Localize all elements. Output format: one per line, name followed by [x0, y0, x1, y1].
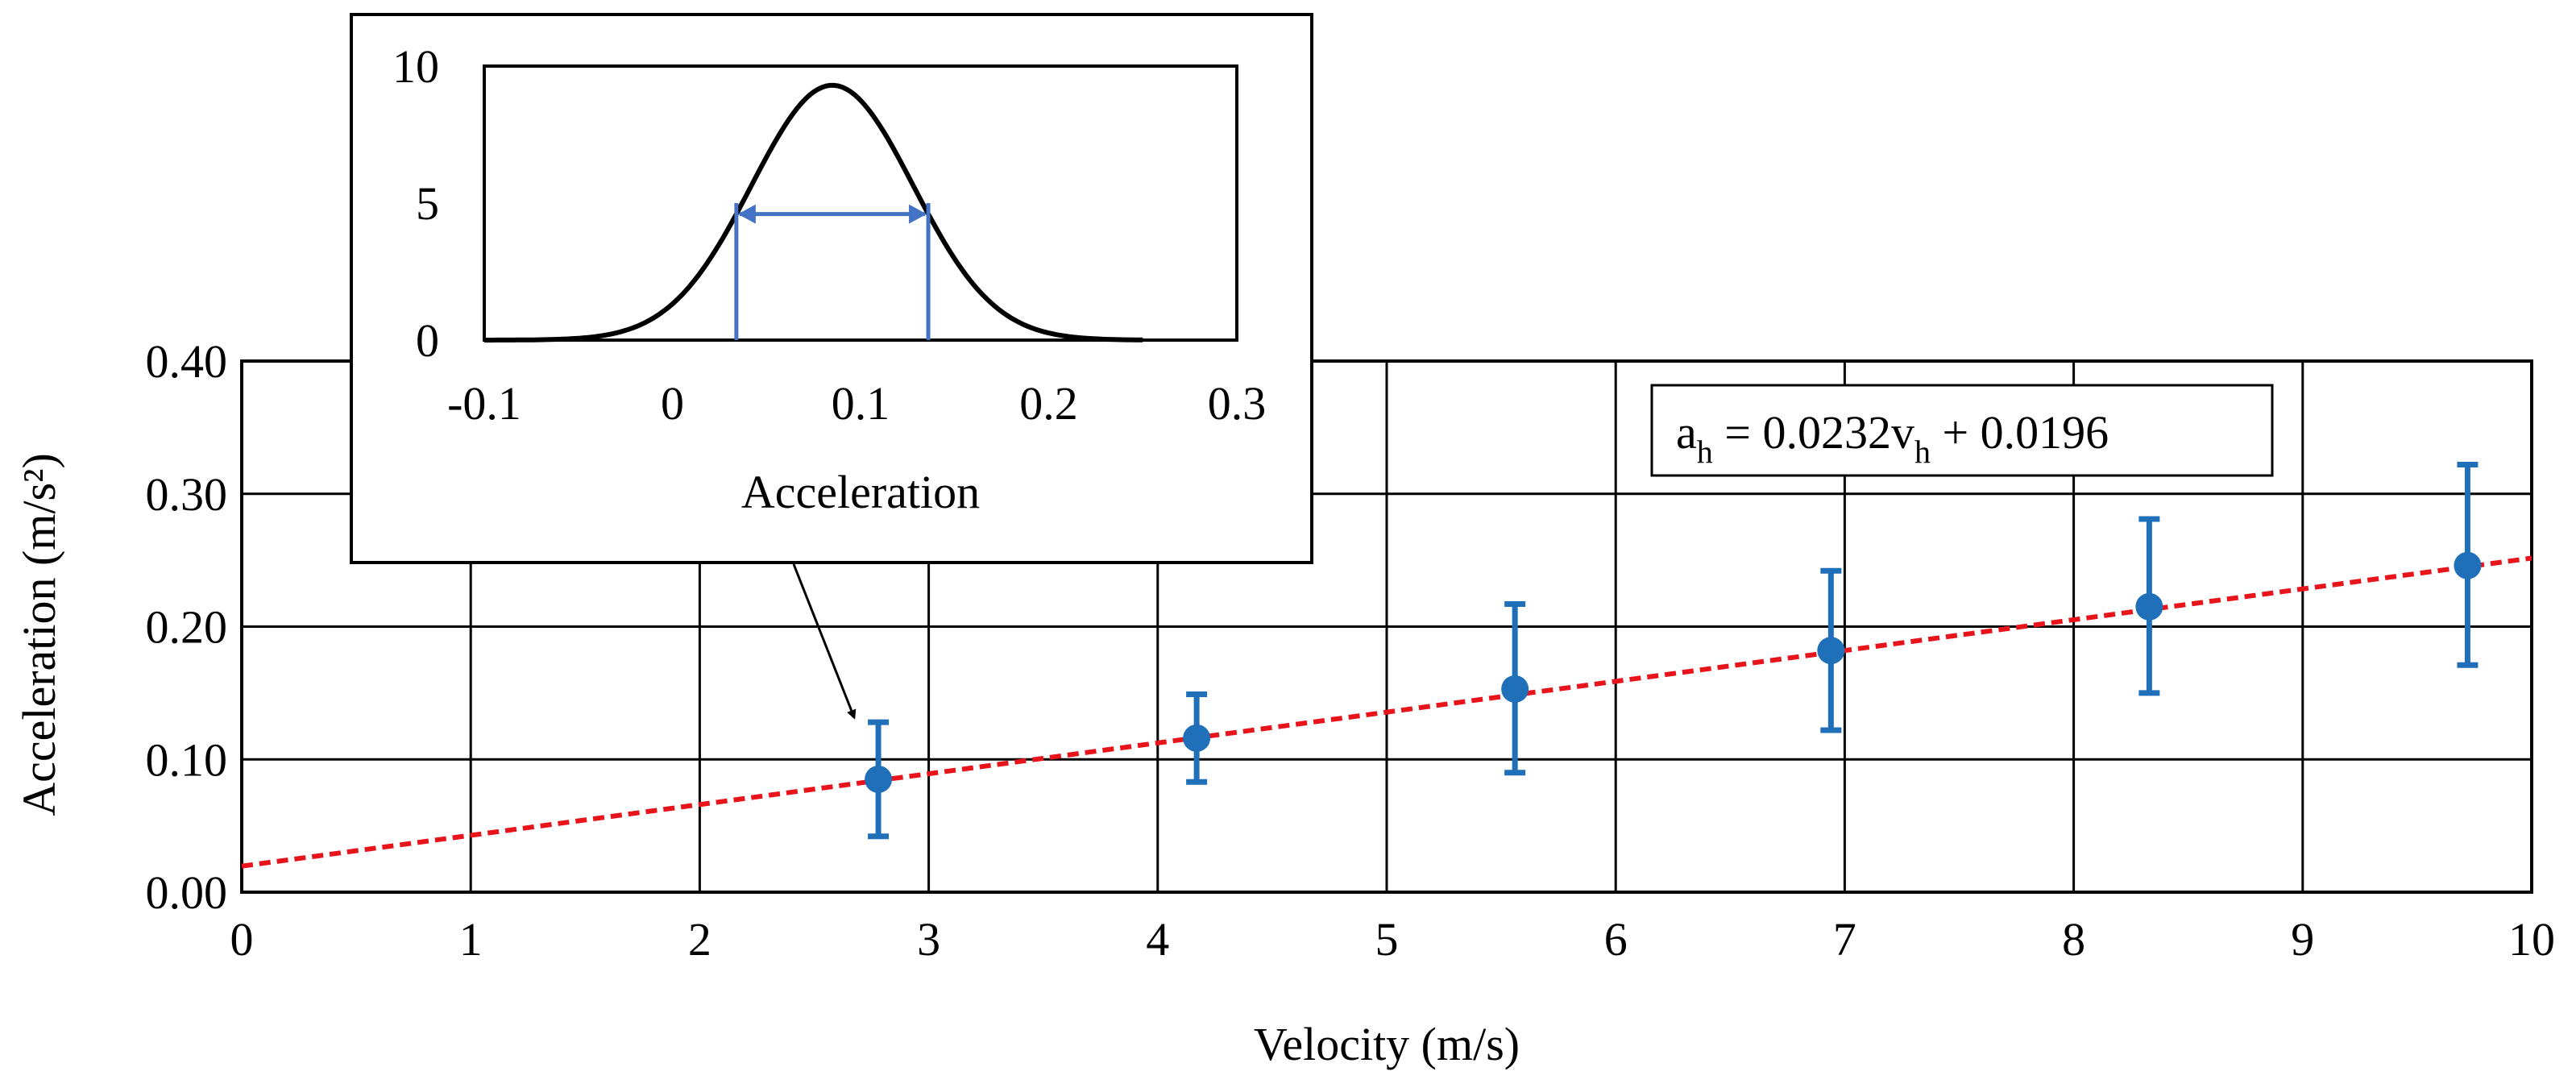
x-tick-label: 6 [1604, 913, 1628, 965]
inset-width-marker [734, 203, 931, 340]
y-tick-label: 0.30 [146, 468, 228, 521]
width-arrowhead-left [737, 204, 756, 224]
x-tick-label: 4 [1146, 913, 1169, 965]
data-point [1817, 637, 1845, 665]
data-point [2135, 592, 2163, 621]
y-axis-title: Acceleration (m/s²) [13, 453, 65, 816]
inset-y-tick-label: 0 [416, 314, 439, 367]
inset-plot-frame [483, 64, 1238, 342]
data-point [2454, 551, 2482, 579]
y-tick-label: 0.00 [146, 866, 228, 919]
data-points [865, 551, 2482, 793]
trendline-equation: ah = 0.0232vh + 0.0196 [1676, 406, 2109, 470]
main-tick-labels: 0 1 2 3 4 5 6 7 8 9 100.000.100.200.300.40 [146, 335, 2556, 965]
x-tick-label: 5 [1375, 913, 1399, 965]
inset-y-tick-label: 10 [392, 40, 439, 93]
inset-pointer-arrow [792, 563, 857, 720]
inset-y-tick-label: 5 [416, 177, 439, 230]
x-tick-label: 2 [688, 913, 711, 965]
x-tick-label: 3 [917, 913, 940, 965]
inset-x-tick-label: 0.1 [832, 377, 890, 430]
main-plot-frame [240, 359, 2533, 894]
x-tick-label: 9 [2291, 913, 2314, 965]
inset-x-tick-label: 0 [661, 377, 684, 430]
x-tick-label: 0 [230, 913, 254, 965]
x-tick-label: 10 [2508, 913, 2555, 965]
data-point [1501, 675, 1529, 703]
inset-x-tick-label: -0.1 [447, 377, 521, 430]
y-tick-label: 0.40 [146, 335, 228, 388]
y-tick-label: 0.10 [146, 733, 228, 786]
x-tick-label: 8 [2062, 913, 2085, 965]
inset-x-axis-title: Acceleration [741, 466, 980, 518]
inset-x-tick-label: 0.2 [1019, 377, 1078, 430]
inset-x-tick-label: 0.3 [1208, 377, 1267, 430]
x-axis-title: Velocity (m/s) [1254, 1018, 1520, 1070]
y-tick-label: 0.20 [146, 601, 228, 654]
inset-distribution-curve [484, 82, 1143, 343]
x-tick-label: 7 [1833, 913, 1856, 965]
data-point [865, 765, 893, 793]
width-arrowhead-right [909, 204, 927, 224]
data-point [1183, 724, 1211, 752]
inset-panel [350, 13, 1313, 564]
x-tick-label: 1 [459, 913, 483, 965]
equation-box [1650, 384, 2274, 477]
